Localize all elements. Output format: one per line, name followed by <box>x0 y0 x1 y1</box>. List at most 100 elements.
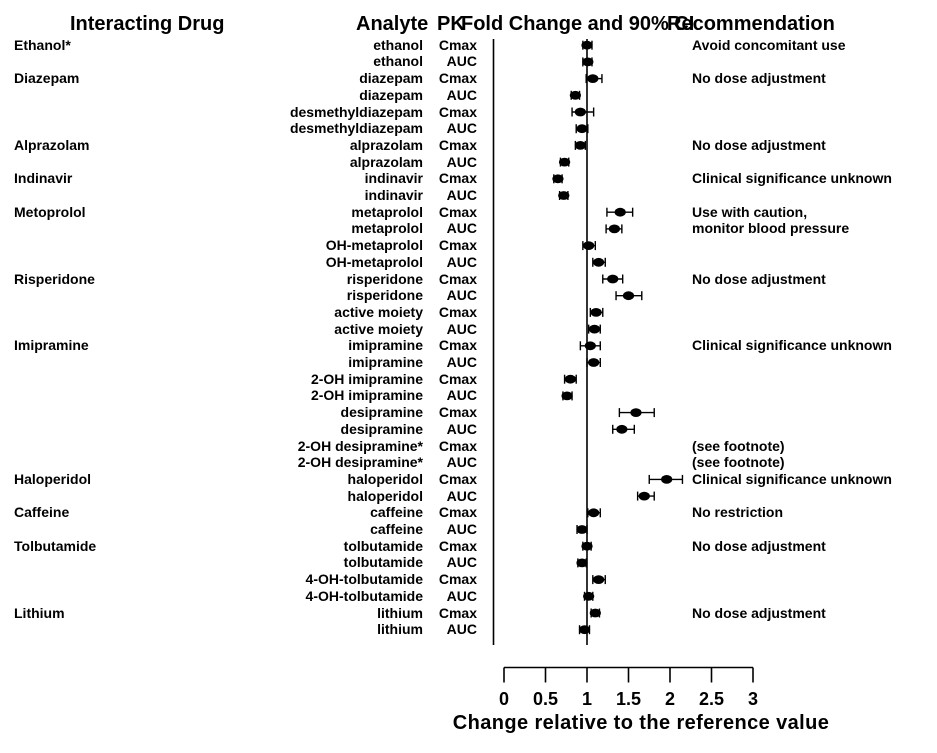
point-estimate-marker <box>581 40 593 50</box>
x-axis-tick-label: 1.5 <box>615 689 642 709</box>
point-estimate-marker <box>576 558 588 568</box>
x-axis-tick-label: 3 <box>747 689 759 709</box>
pk-parameter-label: Cmax <box>438 36 477 53</box>
point-estimate-marker <box>589 608 601 618</box>
point-estimate-marker <box>583 241 595 251</box>
analyte-label: indinavir <box>364 170 423 187</box>
point-estimate-marker <box>569 90 581 100</box>
recommendation-label: Use with caution, <box>692 203 808 220</box>
pk-parameter-label: AUC <box>446 454 477 471</box>
analyte-label: ethanol <box>373 36 423 53</box>
point-estimate-marker <box>581 541 593 551</box>
pk-parameter-label: Cmax <box>438 604 477 621</box>
recommendation-label: No dose adjustment <box>692 537 826 554</box>
recommendation-label: monitor blood pressure <box>692 220 850 237</box>
header-recommendation: Recommendation <box>667 13 835 35</box>
x-axis-title: Change relative to the reference value <box>452 712 830 734</box>
analyte-label: active moiety <box>334 320 423 337</box>
analyte-label: risperidone <box>346 270 423 287</box>
pk-parameter-label: Cmax <box>438 370 477 387</box>
analyte-label: 2-OH desipramine* <box>297 454 423 471</box>
pk-parameter-label: AUC <box>446 354 477 370</box>
point-estimate-marker <box>593 257 605 267</box>
analyte-label: diazepam <box>359 70 423 87</box>
pk-parameter-label: AUC <box>446 153 477 170</box>
analyte-label: risperidone <box>346 287 423 304</box>
point-estimate-marker <box>588 508 600 518</box>
point-estimate-marker <box>558 157 571 167</box>
interacting-drug-label: Tolbutamide <box>14 537 97 554</box>
x-axis-tick-label: 1 <box>581 689 593 709</box>
pk-parameter-label: Cmax <box>438 70 477 87</box>
analyte-label: imipramine <box>348 354 423 370</box>
pk-parameter-label: Cmax <box>438 337 477 354</box>
pk-parameter-label: AUC <box>446 320 477 337</box>
pk-parameter-label: AUC <box>446 587 477 604</box>
interacting-drug-label: Imipramine <box>14 337 89 354</box>
point-estimate-marker <box>593 575 605 584</box>
analyte-label: lithium <box>377 621 423 638</box>
pk-parameter-label: Cmax <box>438 404 477 421</box>
pk-parameter-label: Cmax <box>438 303 477 320</box>
interacting-drug-label: Indinavir <box>14 170 73 187</box>
pk-parameter-label: Cmax <box>438 237 477 254</box>
pk-parameter-label: Cmax <box>438 537 477 554</box>
header-interacting-drug: Interacting Drug <box>70 13 225 35</box>
pk-parameter-label: Cmax <box>438 203 477 220</box>
recommendation-label: No dose adjustment <box>692 136 826 153</box>
recommendation-label: Avoid concomitant use <box>692 36 846 53</box>
pk-parameter-label: AUC <box>446 120 477 137</box>
analyte-label: tolbutamide <box>343 554 423 571</box>
point-estimate-marker <box>587 74 599 83</box>
analyte-label: desipramine <box>340 404 423 421</box>
pk-parameter-label: AUC <box>446 253 477 270</box>
point-estimate-marker <box>661 475 673 484</box>
analyte-label: haloperidol <box>347 470 423 487</box>
pk-parameter-label: Cmax <box>438 470 477 487</box>
recommendation-label: Clinical significance unknown <box>692 337 892 354</box>
recommendation-label: Clinical significance unknown <box>692 170 892 187</box>
interacting-drug-label: Caffeine <box>14 504 70 521</box>
analyte-label: 2-OH imipramine <box>310 370 423 387</box>
pk-parameter-label: AUC <box>446 621 477 638</box>
point-estimate-marker <box>590 308 602 317</box>
point-estimate-marker <box>561 391 573 401</box>
analyte-label: desmethyldiazepam <box>289 120 423 137</box>
pk-parameter-label: AUC <box>446 287 477 304</box>
pk-parameter-label: AUC <box>446 187 477 203</box>
analyte-label: 2-OH imipramine <box>310 387 423 404</box>
analyte-label: ethanol <box>373 53 423 70</box>
point-estimate-marker <box>578 625 591 635</box>
interacting-drug-label: Lithium <box>14 604 65 621</box>
recommendation-label: Clinical significance unknown <box>692 470 892 487</box>
analyte-label: OH-metaprolol <box>325 253 423 270</box>
point-estimate-marker <box>607 274 619 284</box>
recommendation-label: No restriction <box>692 504 784 521</box>
pk-parameter-label: Cmax <box>438 571 477 588</box>
point-estimate-marker <box>638 491 650 501</box>
point-estimate-marker <box>576 124 588 134</box>
x-axis-tick-label: 2.5 <box>698 689 725 709</box>
point-estimate-marker <box>574 141 586 150</box>
analyte-label: imipramine <box>348 337 423 354</box>
point-estimate-marker <box>616 424 628 434</box>
point-estimate-marker <box>552 174 564 184</box>
analyte-label: desipramine <box>340 420 423 437</box>
analyte-label: diazepam <box>359 86 423 103</box>
pk-parameter-label: AUC <box>446 387 477 404</box>
pk-parameter-label: AUC <box>446 554 477 571</box>
pk-parameter-label: Cmax <box>438 136 477 153</box>
interacting-drug-label: Alprazolam <box>14 136 90 153</box>
analyte-label: desmethyldiazepam <box>289 103 423 120</box>
recommendation-label: No dose adjustment <box>692 270 826 287</box>
pk-parameter-label: Cmax <box>438 504 477 521</box>
recommendation-label: No dose adjustment <box>692 604 826 621</box>
pk-parameter-label: Cmax <box>438 103 477 120</box>
interacting-drug-label: Risperidone <box>14 270 95 287</box>
x-axis-tick-label: 0.5 <box>532 689 559 709</box>
analyte-label: alprazolam <box>349 136 423 153</box>
point-estimate-marker <box>582 57 594 67</box>
point-estimate-marker <box>622 291 635 301</box>
point-estimate-marker <box>630 408 642 417</box>
